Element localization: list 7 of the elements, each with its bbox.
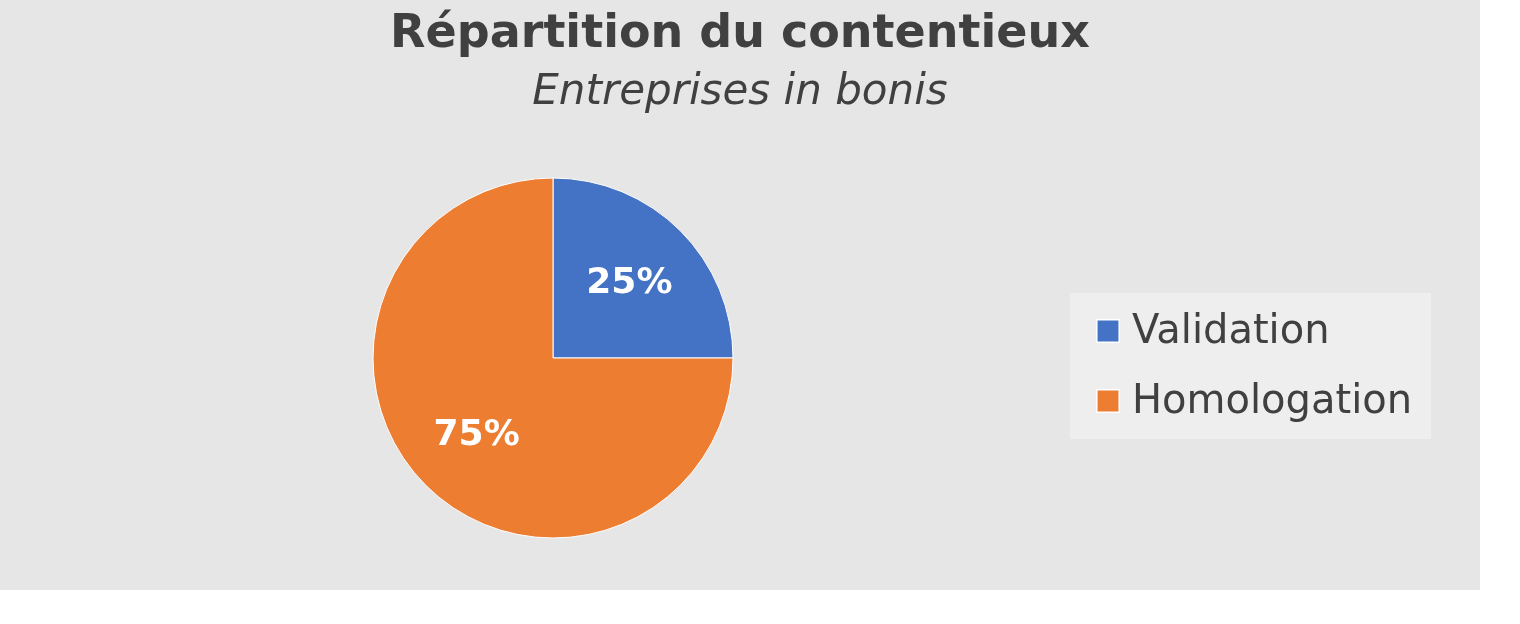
data-label: 25%	[586, 259, 673, 301]
data-label: 75%	[433, 412, 520, 454]
legend-label: Homologation	[1132, 376, 1413, 422]
legend-label: Validation	[1132, 306, 1330, 352]
chart-title: Répartition du contentieux	[390, 4, 1090, 58]
pie-slice	[372, 177, 734, 539]
chart-subtitle: Entreprises in bonis	[532, 65, 948, 114]
